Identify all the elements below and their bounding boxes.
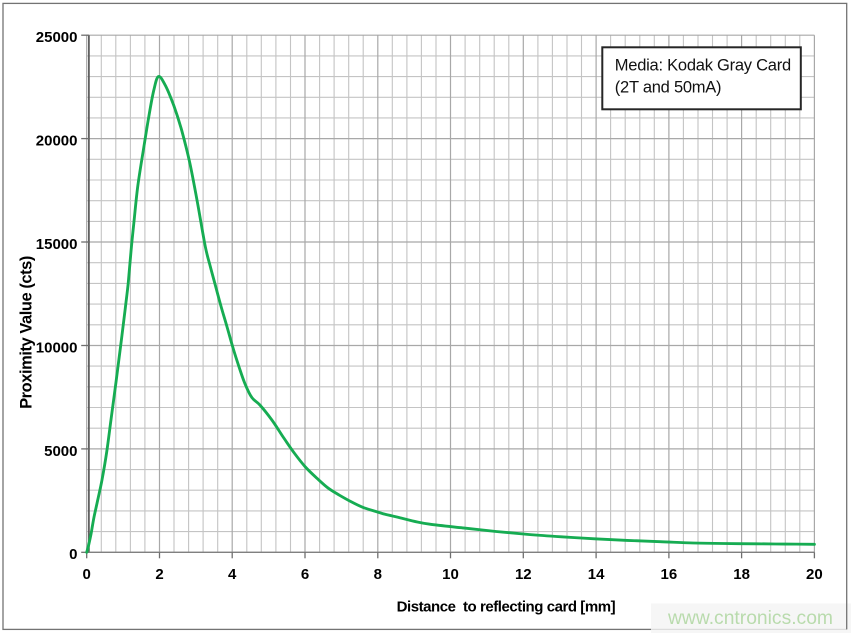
svg-text:0: 0 — [83, 566, 91, 583]
svg-text:20: 20 — [806, 566, 823, 583]
svg-text:10: 10 — [442, 566, 459, 583]
svg-text:8: 8 — [374, 566, 382, 583]
svg-text:Proximity Value (cts): Proximity Value (cts) — [18, 256, 36, 409]
svg-text:0: 0 — [69, 546, 77, 563]
svg-text:2: 2 — [155, 566, 163, 583]
svg-text:(2T and 50mA): (2T and 50mA) — [615, 79, 722, 97]
svg-text:14: 14 — [588, 566, 605, 583]
svg-text:4: 4 — [228, 566, 237, 583]
svg-text:12: 12 — [515, 566, 532, 583]
svg-text:20000: 20000 — [36, 133, 78, 150]
svg-text:18: 18 — [733, 566, 750, 583]
svg-text:10000: 10000 — [36, 339, 78, 356]
svg-text:www.cntronics.com: www.cntronics.com — [667, 608, 833, 629]
svg-text:6: 6 — [301, 566, 309, 583]
svg-text:5000: 5000 — [44, 443, 77, 460]
svg-text:25000: 25000 — [36, 29, 78, 46]
svg-text:15000: 15000 — [36, 236, 78, 253]
svg-text:16: 16 — [661, 566, 678, 583]
svg-text:Distance to reflecting card [: Distance to reflecting card [mm] — [397, 598, 616, 615]
svg-text:Media: Kodak Gray Card: Media: Kodak Gray Card — [615, 56, 791, 74]
